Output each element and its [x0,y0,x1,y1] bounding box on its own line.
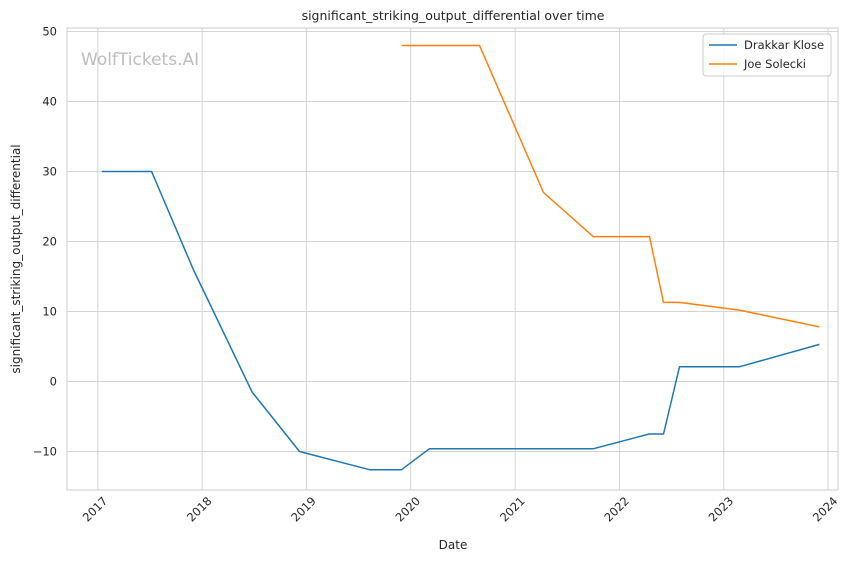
legend: Drakkar Klose Joe Solecki [702,33,832,77]
x-tick-label: 2022 [601,494,632,525]
y-tick-label: 50 [42,25,57,39]
legend-label-1: Drakkar Klose [744,38,824,52]
y-tick-label: 0 [50,375,57,389]
x-tick-label: 2020 [393,494,424,525]
x-tick-label: 2018 [184,494,215,525]
x-tick-label: 2024 [810,494,841,525]
x-tick-label: 2017 [80,494,111,525]
y-tick-label: −10 [33,445,57,459]
y-tick-labels: −10 0 10 20 30 40 50 [33,25,57,459]
x-axis-title: Date [439,538,468,552]
series-line-2 [401,44,820,328]
y-tick-label: 30 [42,165,57,179]
x-tick-label: 2019 [288,494,319,525]
series-line-1 [101,170,820,471]
legend-label-2: Joe Solecki [743,57,806,71]
x-tick-label: 2023 [706,494,737,525]
x-tick-label: 2021 [497,494,528,525]
grid-lines [67,28,838,490]
y-tick-label: 20 [42,235,57,249]
x-tick-labels: 2017 2018 2019 2020 2021 2022 2023 2024 [80,494,841,525]
y-tick-label: 40 [42,95,57,109]
plot-frame [66,27,839,491]
plot-background [67,28,838,490]
watermark: WolfTickets.AI [81,50,199,70]
y-axis-title: significant_striking_output_differential [9,144,23,373]
series-lines [101,44,820,471]
chart-title: significant_striking_output_differential… [302,8,605,23]
y-tick-label: 10 [42,305,57,319]
